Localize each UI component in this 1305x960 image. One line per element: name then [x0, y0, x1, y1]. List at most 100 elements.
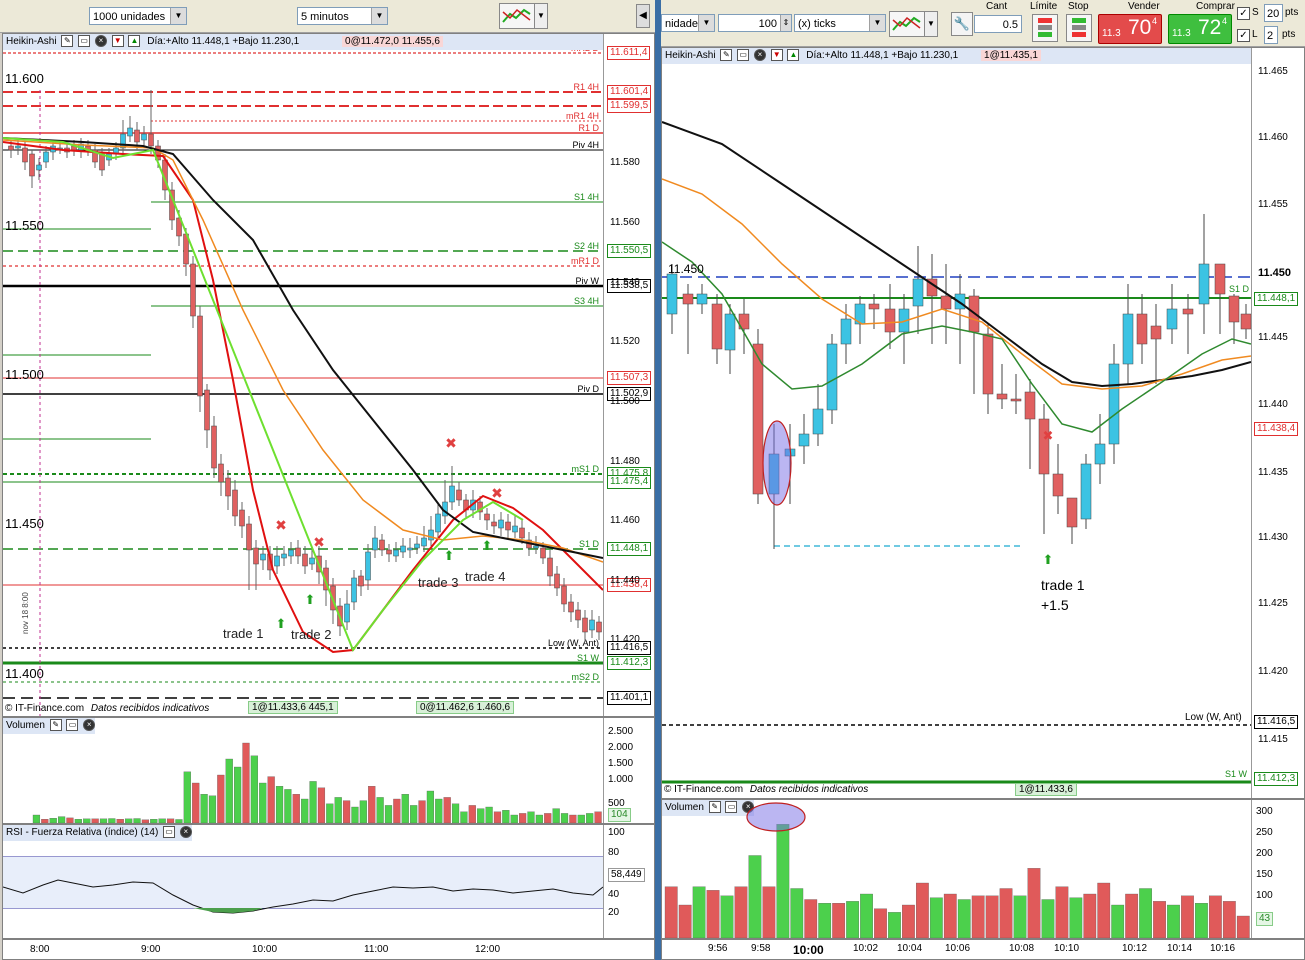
left-rsi-pane[interactable]: RSI - Fuerza Relativa (índice) (14) ▭ × …: [2, 824, 655, 939]
wrench-icon[interactable]: ✎: [720, 49, 733, 62]
close-icon[interactable]: ×: [94, 35, 107, 48]
l-checkbox[interactable]: ✓: [1237, 29, 1250, 42]
volume-bar: [720, 895, 734, 938]
limit-label: Límite: [1030, 1, 1058, 12]
ticks-combo[interactable]: (x) ticks ▼: [794, 14, 886, 32]
volume-bar: [1083, 893, 1097, 938]
volume-bar: [317, 787, 326, 823]
wrench-icon[interactable]: ✎: [49, 719, 62, 732]
down-arrow-icon[interactable]: ▼: [770, 49, 783, 62]
volume-bar: [158, 818, 166, 823]
level-label: S1 W: [577, 653, 600, 663]
right-toolbar: nidades ▼ 100 ⇕ (x) ticks ▼ ▼ 🔧 Cant 0.5…: [661, 0, 1305, 47]
volume-bar: [1125, 893, 1139, 938]
entry-arrow-icon: ⬆: [1043, 553, 1054, 568]
spinner-icon[interactable]: ⇕: [780, 15, 791, 31]
volume-bar: [535, 814, 543, 823]
sell-button[interactable]: 11.3 70 4: [1098, 14, 1162, 44]
volume-bar: [502, 810, 510, 823]
candle-body: [868, 303, 880, 310]
window-icon[interactable]: ▭: [725, 801, 738, 814]
level-price-tag: 11.412,3: [1254, 772, 1299, 786]
chevron-down-icon[interactable]: ▼: [698, 15, 714, 31]
up-arrow-icon[interactable]: ▲: [787, 49, 800, 62]
chart-type-dropdown[interactable]: ▼: [534, 3, 548, 29]
volume-bar: [804, 899, 818, 938]
left-rsi-axis: 1008060402058,449: [603, 825, 654, 938]
stop-button[interactable]: [1066, 14, 1092, 42]
s-checkbox[interactable]: ✓: [1237, 7, 1250, 20]
time-axis-label: 12:00: [475, 944, 501, 955]
level-label: mR1 4H: [566, 111, 599, 121]
units-combo[interactable]: 1000 unidades ▼: [89, 7, 187, 25]
volume-bar: [971, 895, 985, 938]
window-splitter[interactable]: [655, 0, 661, 960]
price-axis-label: 11.465: [1258, 66, 1288, 77]
level-label: mS1 D: [571, 464, 599, 474]
ticks-value-input[interactable]: 100 ⇕: [718, 14, 792, 32]
level-price-tag: 11.438,4: [607, 578, 652, 592]
volume-bar: [351, 806, 359, 823]
close-icon[interactable]: ×: [179, 826, 192, 839]
right-volume-pane[interactable]: Volumen ✎ ▭ × 3002502001501005043: [661, 799, 1305, 939]
price-axis-label: 11.420: [1258, 666, 1288, 677]
l-value-input[interactable]: 2: [1264, 26, 1278, 44]
right-chart-type-button[interactable]: [889, 11, 925, 37]
buy-button[interactable]: 11.3 72 4: [1168, 14, 1232, 44]
qty-input[interactable]: 0.5: [974, 15, 1022, 33]
right-units-combo[interactable]: nidades ▼: [661, 14, 715, 32]
time-axis-label: 10:14: [1167, 943, 1193, 954]
buy-label: Comprar: [1196, 1, 1235, 12]
wrench-icon[interactable]: ✎: [708, 801, 721, 814]
window-icon[interactable]: ▭: [78, 35, 91, 48]
timeframe-combo[interactable]: 5 minutos ▼: [297, 7, 388, 25]
candle-body: [996, 393, 1008, 400]
candle-body: [582, 617, 588, 633]
volume-bar: [477, 808, 485, 823]
volume-bar: [1153, 901, 1166, 938]
volume-bar: [133, 818, 141, 823]
right-volume-header: Volumen ✎ ▭ ×: [662, 800, 755, 816]
candle-body: [554, 573, 560, 589]
ma-green-line: [662, 241, 1251, 433]
volume-bar: [874, 908, 887, 938]
volume-axis-label: 300: [1256, 806, 1273, 817]
wrench-button[interactable]: 🔧: [951, 12, 973, 36]
level-label: 11.450: [668, 262, 704, 276]
volume-bar: [326, 803, 334, 823]
window-icon[interactable]: ▭: [737, 49, 750, 62]
volume-bar: [1111, 904, 1125, 938]
left-price-label: 11.550: [5, 218, 44, 233]
candle-body: [575, 609, 581, 621]
left-volume-pane[interactable]: Volumen ✎ ▭ × 2.500 2.000 1.500 1.000 500 104: [2, 717, 655, 824]
wrench-icon[interactable]: ✎: [61, 35, 74, 48]
level-label: Piv 4H: [572, 140, 599, 150]
chevron-down-icon[interactable]: ▼: [170, 8, 186, 24]
candle-body: [288, 549, 294, 557]
limit-button[interactable]: [1032, 14, 1058, 42]
window-icon[interactable]: ▭: [66, 719, 79, 732]
s-value-input[interactable]: 20: [1264, 4, 1283, 22]
window-icon[interactable]: ▭: [163, 826, 176, 839]
left-volume-axis: 2.500 2.000 1.500 1.000 500 104: [603, 718, 654, 823]
candle-body: [197, 315, 203, 397]
chevron-down-icon[interactable]: ▼: [371, 8, 387, 24]
up-arrow-icon[interactable]: ▲: [128, 35, 141, 48]
collapse-icon[interactable]: ◀: [636, 4, 650, 28]
right-chart-type-dropdown[interactable]: ▼: [924, 11, 938, 37]
l-unit: pts: [1282, 29, 1296, 40]
right-footer-note: © IT-Finance.com Datos recibidos indicat…: [664, 784, 869, 795]
close-icon[interactable]: ×: [753, 49, 766, 62]
down-arrow-icon[interactable]: ▼: [111, 35, 124, 48]
candle-body: [1066, 497, 1078, 528]
price-axis-label: 11.480: [610, 456, 640, 467]
right-price-chart[interactable]: Heikin-Ashi ✎ ▭ × ▼ ▲ Día:+Alto 11.448,1…: [661, 47, 1305, 799]
left-price-chart[interactable]: Heikin-Ashi ✎ ▭ × ▼ ▲ Día:+Alto 11.448,1…: [2, 33, 655, 717]
candle-body: [8, 145, 14, 151]
level-label: mR2 D: [571, 50, 600, 53]
chevron-down-icon[interactable]: ▼: [869, 15, 885, 31]
exit-marker-icon: ✖: [1043, 429, 1054, 444]
close-icon[interactable]: ×: [83, 719, 96, 732]
chart-type-button[interactable]: [499, 3, 535, 29]
price-axis-label: 11.425: [1258, 598, 1288, 609]
